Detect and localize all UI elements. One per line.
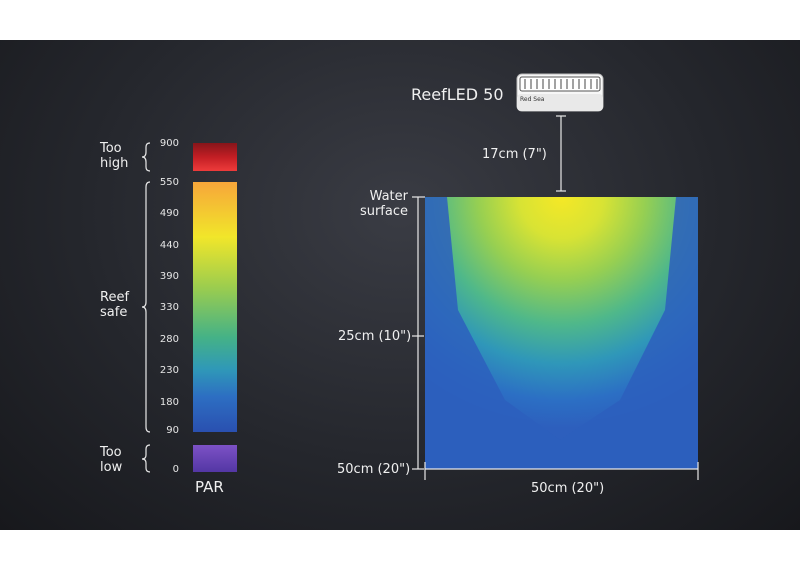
tick-390: 390	[159, 271, 179, 282]
tick-180: 180	[159, 397, 179, 408]
tick-0: 0	[172, 464, 179, 475]
depth-bottom-label: 50cm (20")	[337, 462, 411, 477]
fixture-brand: Red Sea	[520, 96, 545, 103]
too-low-label: Too low	[100, 445, 123, 475]
reef-led-par-diagram: Too high Reef safe Too low 900 550 490 4…	[0, 40, 800, 530]
water-surface-label: Water surface	[359, 189, 408, 219]
mount-height-label: 17cm (7")	[482, 147, 547, 162]
too-high-bracket	[141, 142, 151, 172]
diagram-graphics	[141, 73, 699, 480]
tick-900: 900	[159, 138, 179, 149]
reef-safe-swatch	[193, 182, 237, 432]
tick-490: 490	[159, 208, 179, 219]
tick-440: 440	[159, 240, 179, 251]
depth-mid-label: 25cm (10")	[338, 329, 412, 344]
reefled-fixture-icon	[516, 73, 604, 112]
tank-outer-blue	[425, 197, 698, 469]
tick-550: 550	[159, 177, 179, 188]
width-label: 50cm (20")	[531, 481, 605, 496]
too-low-bracket	[141, 444, 151, 473]
too-high-swatch	[193, 143, 237, 171]
reef-safe-label: Reef safe	[100, 290, 130, 320]
par-unit-label: PAR	[195, 478, 224, 496]
reef-safe-bracket	[141, 181, 151, 433]
device-name: ReefLED 50	[411, 85, 504, 104]
tick-90: 90	[166, 425, 179, 436]
too-high-label: Too high	[100, 141, 129, 171]
tick-280: 280	[159, 334, 179, 345]
too-low-swatch	[193, 445, 237, 472]
tick-330: 330	[159, 302, 179, 313]
tick-230: 230	[159, 365, 179, 376]
